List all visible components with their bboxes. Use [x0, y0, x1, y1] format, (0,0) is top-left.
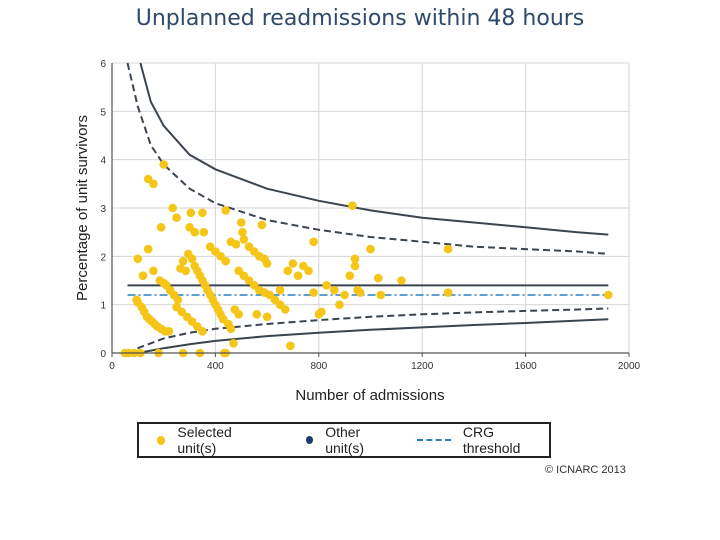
control-limit-line	[127, 307, 609, 354]
data-point	[283, 266, 293, 276]
x-tick-label: 1600	[514, 361, 537, 372]
data-point	[288, 259, 298, 268]
data-point	[252, 310, 262, 319]
data-point	[257, 220, 267, 230]
data-point	[231, 240, 241, 249]
control-limit-line	[139, 62, 609, 236]
data-point	[317, 307, 326, 317]
data-point	[172, 213, 181, 222]
data-point	[239, 235, 249, 244]
data-points	[120, 160, 613, 358]
data-point	[221, 206, 230, 215]
data-point	[309, 288, 318, 297]
other-unit-marker-icon	[305, 436, 314, 444]
data-point	[221, 256, 230, 266]
data-point	[234, 310, 243, 319]
x-tick-label: 1200	[411, 361, 434, 372]
data-point	[143, 244, 153, 254]
data-point	[164, 327, 174, 336]
data-point	[397, 276, 406, 285]
data-point	[374, 273, 383, 283]
copyright: © ICNARC 2013	[545, 464, 626, 476]
data-point	[226, 324, 236, 334]
reference-lines	[127, 284, 609, 296]
legend-label-selected: Selected unit(s)	[177, 424, 232, 456]
data-point	[149, 266, 158, 276]
data-point	[280, 305, 290, 314]
y-tick-label: 2	[100, 252, 106, 263]
data-point	[322, 281, 331, 290]
data-point	[190, 227, 199, 237]
legend-item-selected: Selected unit(s)	[157, 424, 268, 456]
axes	[111, 63, 630, 357]
y-tick-label: 5	[100, 107, 106, 118]
data-point	[198, 327, 207, 336]
legend-item-threshold: CRG threshold	[417, 424, 549, 456]
y-tick-label: 3	[100, 204, 106, 215]
y-tick-label: 1	[100, 301, 106, 312]
data-point	[262, 312, 272, 322]
y-tick-label: 0	[100, 349, 106, 360]
data-point	[178, 256, 188, 266]
data-point	[149, 179, 158, 189]
tick-labels: 0 1 2 3 4 5 6 0 400 800 1200 1600 2000	[100, 59, 640, 372]
y-tick-label: 4	[100, 156, 106, 167]
legend: Selected unit(s) Other unit(s) CRG thres…	[137, 422, 551, 458]
data-point	[443, 288, 453, 297]
threshold-line-icon	[417, 439, 451, 441]
x-tick-label: 400	[207, 361, 224, 372]
data-point	[366, 244, 375, 254]
data-point	[350, 261, 360, 271]
data-point	[138, 271, 148, 281]
data-point	[286, 341, 295, 351]
x-axis-label: Number of admissions	[295, 387, 444, 404]
data-point	[275, 285, 285, 295]
data-point	[604, 290, 613, 300]
data-point	[229, 339, 238, 348]
control-limit-line	[137, 318, 609, 354]
legend-label-threshold: CRG threshold	[462, 424, 521, 456]
data-point	[186, 208, 196, 218]
data-point	[330, 285, 339, 295]
data-point	[173, 295, 183, 305]
data-point	[187, 254, 197, 264]
data-point	[181, 266, 190, 276]
data-point	[262, 259, 272, 268]
data-point	[293, 271, 303, 281]
grid	[112, 62, 630, 353]
selected-unit-marker-icon	[157, 435, 166, 445]
data-point	[348, 201, 357, 210]
legend-item-other: Other unit(s)	[305, 424, 398, 456]
data-point	[443, 244, 453, 254]
data-point	[355, 288, 365, 297]
control-limits	[126, 62, 609, 354]
x-tick-label: 800	[310, 361, 327, 372]
data-point	[168, 203, 177, 213]
data-point	[304, 266, 313, 276]
page-title: Unplanned readmissions within 48 hours	[135, 6, 585, 31]
data-point	[350, 254, 360, 264]
data-point	[376, 290, 386, 300]
data-point	[199, 227, 209, 237]
data-point	[345, 271, 355, 281]
data-point	[237, 218, 246, 227]
data-point	[133, 254, 143, 264]
legend-label-other: Other unit(s)	[325, 424, 365, 456]
data-point	[159, 160, 168, 169]
data-point	[309, 237, 318, 247]
y-axis-label: Percentage of unit survivors	[74, 115, 91, 301]
data-point	[335, 300, 344, 310]
data-point	[156, 223, 166, 232]
x-tick-label: 0	[109, 361, 115, 372]
y-tick-label: 6	[100, 59, 106, 70]
data-point	[340, 290, 349, 300]
data-point	[198, 208, 207, 218]
data-point	[238, 227, 247, 237]
x-tick-label: 2000	[618, 361, 641, 372]
control-limit-line	[126, 62, 609, 255]
